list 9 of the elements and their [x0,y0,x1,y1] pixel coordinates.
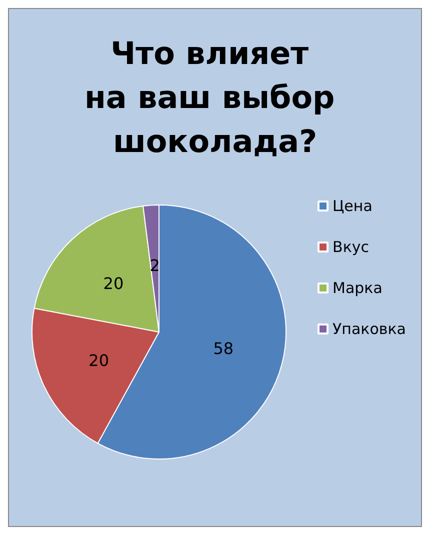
legend-label: Вкус [332,238,370,256]
data-label: 20 [88,350,110,370]
data-label: 20 [103,274,124,294]
legend-label: Упаковка [332,320,406,338]
legend-label: Цена [332,197,372,215]
data-label: 58 [213,339,234,358]
chart-title: Что влияет на ваш выбор шоколада? [84,36,346,160]
legend-label: Марка [332,279,382,297]
data-label: 2 [150,256,160,276]
